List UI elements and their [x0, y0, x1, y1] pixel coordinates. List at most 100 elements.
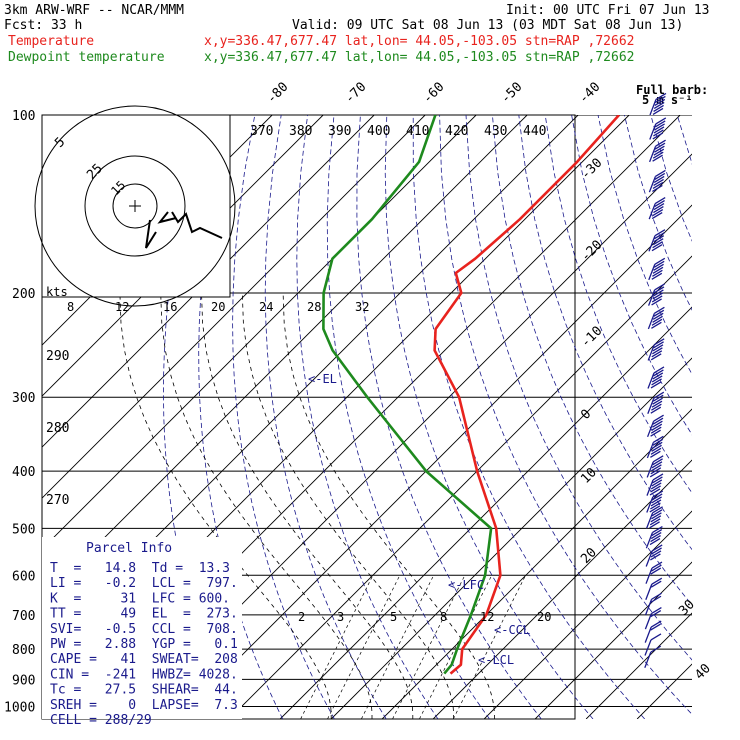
barb-staff [645, 532, 654, 549]
wind-barb [647, 391, 665, 415]
barb-feather [652, 476, 663, 484]
valid-time: Valid: 09 UTC Sat 08 Jun 13 (03 MDT Sat … [292, 18, 683, 33]
mixing-ratio-line [452, 575, 526, 719]
barb-feather [653, 178, 664, 187]
isotherm-line [483, 510, 692, 719]
wind-barb [646, 490, 664, 513]
barb-feather [653, 435, 664, 443]
pressure-label: 100 [12, 109, 35, 124]
barb-staff [645, 512, 654, 529]
barb-feather [652, 438, 664, 446]
isotherm-line [279, 306, 692, 719]
dry-adiabat [730, 115, 740, 719]
theta-label: 390 [328, 124, 351, 139]
isotherm-line [42, 115, 528, 601]
pressure-label: 200 [12, 287, 35, 302]
barb-feather [651, 403, 662, 411]
barb-staff [644, 639, 652, 656]
parcel-row: K = 31 LFC = 600. [50, 591, 230, 606]
parcel-row: SVI= -0.5 CCL = 708. [50, 622, 238, 637]
barb-feather [650, 553, 661, 561]
wind-barbs [644, 92, 667, 668]
dry-adiabat [356, 115, 542, 719]
barb-feather [650, 353, 662, 361]
pressure-label: 300 [12, 391, 35, 406]
wind-barb [646, 473, 664, 496]
barb-feather [651, 561, 663, 569]
barb-staff [647, 289, 656, 306]
parcel-row: CAPE = 41 SWEAT= 208 [50, 652, 238, 667]
barb-feather [652, 458, 663, 466]
parcel-row: T = 14.8 Td = 13.3 [50, 561, 230, 576]
barb-feather [654, 172, 666, 181]
barb-feather [652, 420, 663, 428]
theta-label: 370 [250, 124, 273, 139]
dewpoint-station-info: x,y=336.47,677.47 lat,lon= 44.05,-103.05… [204, 50, 634, 65]
barb-feather [651, 211, 663, 220]
barb-staff [649, 99, 657, 116]
wind-barb [648, 257, 666, 281]
mixing-ratio-line [300, 575, 374, 719]
barb-feather [651, 544, 663, 552]
isotherm-top-label: -50 [498, 80, 525, 107]
moist-adiabat [241, 292, 454, 719]
forecast-hour: Fcst: 33 h [4, 18, 82, 33]
barb-feather [652, 490, 664, 498]
barb-feather [654, 123, 665, 131]
moist-adiabat [160, 292, 373, 719]
barb-feather [651, 400, 663, 408]
barb-feather [652, 394, 664, 402]
isotherm-top-label: -60 [420, 80, 447, 107]
barb-feather [650, 426, 662, 434]
mixing-ratio-label: 2 [298, 610, 305, 624]
barb-staff [649, 123, 657, 140]
barb-feather [653, 235, 665, 243]
barb-feather [652, 344, 664, 352]
barb-staff [644, 613, 653, 630]
lcl-marker: <-LCL [478, 653, 514, 667]
wind-barb [647, 306, 665, 330]
barb-feather [649, 505, 661, 513]
wind-barb [644, 645, 662, 668]
temperature-profile [433, 115, 620, 675]
barb-feather [651, 444, 662, 452]
hodograph-ring [34, 105, 236, 307]
barb-staff [644, 651, 652, 668]
speed-label: 16 [163, 300, 177, 314]
barb-staff [645, 550, 653, 567]
barb-staff [646, 420, 655, 438]
isotherm-right-label: 30 [676, 597, 698, 619]
barb-feather [650, 609, 662, 618]
mixing-ratio-label: 8 [440, 610, 447, 624]
barb-feather [652, 397, 663, 405]
barb-feather [654, 98, 666, 106]
barb-legend: Full barb: [636, 83, 708, 97]
wind-barb [649, 92, 667, 116]
barb-feather [652, 315, 663, 323]
barb-feather [652, 312, 664, 320]
profiles [322, 115, 620, 675]
theta-lower-label: 280 [46, 421, 69, 436]
barb-feather [651, 318, 663, 326]
barb-staff [647, 372, 655, 389]
mixing-ratio-label: 12 [480, 610, 494, 624]
barb-feather [651, 592, 662, 600]
barb-feather [653, 366, 665, 374]
barb-feather [652, 347, 663, 355]
barb-feather [649, 538, 661, 546]
pressure-label: 500 [12, 522, 35, 537]
wind-barb [645, 561, 663, 584]
barb-feather [653, 309, 665, 317]
temperature-legend: Temperature [8, 34, 94, 49]
wind-barb [648, 196, 666, 220]
barb-feather [652, 241, 663, 249]
dry-adiabat [492, 115, 692, 606]
el-marker: <-EL [308, 372, 337, 386]
mixing-ratio-line [361, 575, 435, 719]
barb-feather [653, 391, 665, 399]
barb-feather [650, 499, 662, 507]
barb-feather [652, 372, 664, 380]
barb-staff [644, 626, 652, 643]
barb-feather [650, 567, 662, 575]
barb-feather [655, 169, 666, 178]
